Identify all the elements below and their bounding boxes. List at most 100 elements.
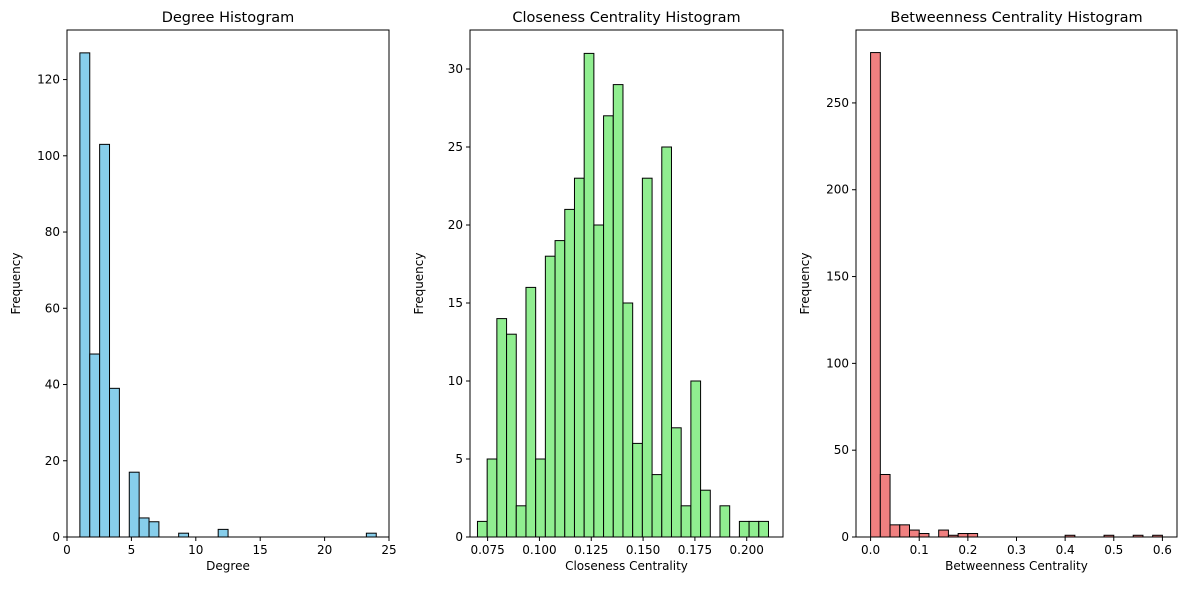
histogram-bar: [879, 473, 891, 538]
x-tick-label: 0.4: [1056, 543, 1075, 557]
histogram-bar: [700, 489, 711, 538]
histogram-bar: [603, 115, 614, 538]
y-tick-label: 60: [45, 301, 60, 315]
histogram-bar: [680, 505, 692, 538]
y-tick-label: 15: [448, 296, 463, 310]
histogram-bar: [670, 427, 682, 538]
y-tick-label: 0: [841, 530, 849, 544]
histogram-bar: [99, 143, 111, 538]
x-tick-label: 0.6: [1153, 543, 1172, 557]
x-tick-label: 10: [188, 543, 203, 557]
histogram-bar: [544, 255, 556, 538]
histogram-bar: [889, 524, 901, 538]
histogram-bar: [506, 333, 517, 538]
histogram-bar: [651, 474, 663, 538]
axes-frame: [66, 29, 390, 538]
x-tick-label: 20: [317, 543, 332, 557]
histogram-bar: [583, 52, 595, 538]
y-tick-label: 20: [448, 218, 463, 232]
x-tick-label: 0.150: [626, 543, 660, 557]
histogram-bar: [690, 380, 702, 538]
y-tick-label: 0: [52, 530, 60, 544]
histogram-bar: [89, 353, 101, 538]
histogram-bar: [967, 533, 979, 538]
histogram-bar: [612, 84, 624, 538]
histogram-bar: [632, 442, 643, 538]
histogram-bar: [918, 533, 930, 538]
histogram-bar: [870, 52, 881, 538]
histogram-bar: [109, 387, 120, 538]
histogram-bar: [476, 520, 488, 538]
axes-frame: [469, 29, 784, 538]
y-tick-label: 25: [448, 140, 463, 154]
y-tick-label: 200: [826, 183, 849, 197]
histogram-bar: [938, 529, 949, 538]
histogram-bar: [748, 520, 760, 538]
y-tick-label: 120: [37, 73, 60, 87]
chart-title: Closeness Centrality Histogram: [512, 10, 740, 26]
x-tick-label: 15: [253, 543, 268, 557]
x-axis-label: Closeness Centrality: [565, 559, 688, 573]
histogram-bar: [128, 471, 140, 538]
x-tick-label: 0.200: [730, 543, 764, 557]
y-tick-label: 20: [45, 454, 60, 468]
y-axis-label: Frequency: [798, 253, 812, 315]
histogram-bar: [178, 532, 190, 538]
chart-title: Degree Histogram: [162, 10, 295, 26]
histogram-bar: [719, 505, 731, 538]
x-tick-label: 0.100: [522, 543, 556, 557]
histogram-bar: [515, 505, 527, 538]
y-tick-label: 80: [45, 225, 60, 239]
chart-2: 0.075 0.100 0.125 0.150 0.175 0.200 0 5 10 15 20 25…: [412, 10, 784, 573]
histogram-bar: [909, 529, 920, 538]
axes-frame: [855, 29, 1178, 538]
y-tick-label: 150: [826, 270, 849, 284]
x-tick-label: 5: [128, 543, 136, 557]
histogram-bar: [496, 318, 508, 538]
x-tick-label: 0.0: [861, 543, 880, 557]
histogram-bar: [525, 286, 537, 538]
histogram-bar: [899, 524, 910, 538]
histogram-bar: [365, 532, 377, 538]
x-tick-label: 0.5: [1104, 543, 1123, 557]
x-tick-label: 0.125: [574, 543, 608, 557]
histogram-bar: [138, 517, 150, 538]
histogram-bar: [593, 224, 605, 538]
histogram-bar: [79, 52, 91, 538]
chart-title: Betweenness Centrality Histogram: [890, 10, 1142, 26]
histogram-bar: [573, 177, 585, 538]
y-tick-label: 10: [448, 374, 463, 388]
histogram-bar: [641, 177, 653, 538]
y-tick-label: 50: [834, 443, 849, 457]
histogram-bar: [217, 528, 229, 538]
chart-3: 0.0 0.1 0.2 0.3 0.4 0.5 0.6 0 50 100 150 200 250 Betw…: [798, 10, 1178, 573]
x-tick-label: 0.3: [1007, 543, 1026, 557]
x-axis-label: Betweenness Centrality: [945, 559, 1088, 573]
histogram-bar: [661, 146, 672, 538]
y-tick-label: 250: [826, 96, 849, 110]
histogram-bar: [486, 458, 498, 538]
y-tick-label: 30: [448, 62, 463, 76]
y-axis-label: Frequency: [9, 253, 23, 315]
chart-1: 0 5 10 15 20 25 0 20 40 60 80 100 120 Degree Histogra…: [9, 10, 397, 573]
x-tick-label: 0: [63, 543, 71, 557]
y-tick-label: 100: [37, 149, 60, 163]
x-tick-label: 0.175: [678, 543, 712, 557]
x-axis-label: Degree: [206, 559, 250, 573]
x-tick-label: 0.2: [958, 543, 977, 557]
histogram-bar: [535, 458, 546, 538]
y-tick-label: 100: [826, 356, 849, 370]
x-tick-label: 25: [381, 543, 396, 557]
histogram-bar: [622, 302, 634, 538]
x-tick-label: 0.075: [470, 543, 504, 557]
y-tick-label: 40: [45, 378, 60, 392]
histogram-bar: [738, 520, 750, 538]
y-tick-label: 5: [455, 452, 463, 466]
histogram-bar: [148, 521, 160, 538]
y-tick-label: 0: [455, 530, 463, 544]
histogram-bar: [564, 208, 575, 538]
histogram-bar: [554, 240, 566, 538]
histogram-bar: [758, 520, 769, 538]
histogram-bar: [957, 533, 969, 538]
x-tick-label: 0.1: [910, 543, 929, 557]
